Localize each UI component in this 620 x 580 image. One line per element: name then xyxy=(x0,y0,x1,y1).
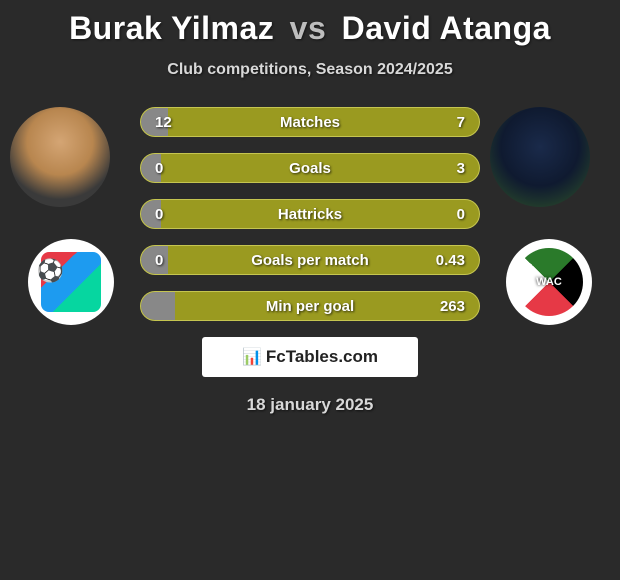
stat-bars: 12Matches70Goals30Hattricks00Goals per m… xyxy=(140,107,480,321)
stats-area: WAC 12Matches70Goals30Hattricks00Goals p… xyxy=(0,107,620,415)
stat-left-value: 0 xyxy=(141,252,201,269)
stat-row: Min per goal263 xyxy=(140,291,480,321)
stat-label: Min per goal xyxy=(201,298,419,315)
stat-label: Goals xyxy=(201,160,419,177)
stat-row: 0Hattricks0 xyxy=(140,199,480,229)
club1-logo-graphic xyxy=(41,252,101,312)
chart-icon: 📊 xyxy=(242,347,262,367)
stat-left-value: 12 xyxy=(141,114,201,131)
date-label: 18 january 2025 xyxy=(0,395,620,415)
vs-label: vs xyxy=(290,10,327,46)
stat-left-value: 0 xyxy=(141,206,201,223)
stat-row: 0Goals3 xyxy=(140,153,480,183)
stat-right-value: 0.43 xyxy=(419,252,479,269)
subtitle: Club competitions, Season 2024/2025 xyxy=(0,61,620,79)
stat-right-value: 7 xyxy=(419,114,479,131)
player2-face-placeholder xyxy=(490,107,590,207)
club2-logo-graphic: WAC xyxy=(515,248,584,317)
stat-fill xyxy=(141,292,175,320)
stat-right-value: 3 xyxy=(419,160,479,177)
brand-box[interactable]: 📊 FcTables.com xyxy=(202,337,418,377)
stat-left-value: 0 xyxy=(141,160,201,177)
stat-right-value: 0 xyxy=(419,206,479,223)
stat-label: Hattricks xyxy=(201,206,419,223)
stat-label: Matches xyxy=(201,114,419,131)
brand-label: FcTables.com xyxy=(266,347,378,367)
player1-face-placeholder xyxy=(10,107,110,207)
stat-right-value: 263 xyxy=(419,298,479,315)
player2-name: David Atanga xyxy=(342,10,551,46)
page-title: Burak Yilmaz vs David Atanga xyxy=(0,0,620,47)
stat-row: 12Matches7 xyxy=(140,107,480,137)
stat-label: Goals per match xyxy=(201,252,419,269)
player1-photo xyxy=(10,107,110,207)
stat-row: 0Goals per match0.43 xyxy=(140,245,480,275)
club2-logo: WAC xyxy=(506,239,592,325)
comparison-card: Burak Yilmaz vs David Atanga Club compet… xyxy=(0,0,620,440)
player2-photo xyxy=(490,107,590,207)
club1-logo xyxy=(28,239,114,325)
player1-name: Burak Yilmaz xyxy=(69,10,274,46)
